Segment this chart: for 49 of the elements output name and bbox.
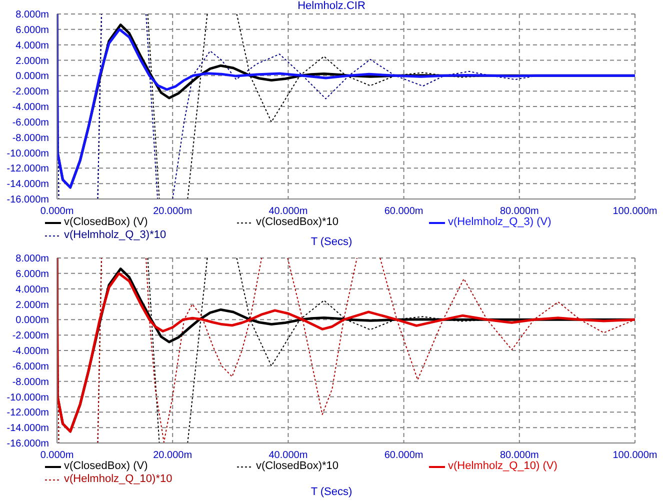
legend-label: v(ClosedBox) (V) [63, 460, 149, 473]
y-tick-label: -14.000m [6, 423, 49, 434]
legend-label: v(Helmholz_Q_3)*10 [63, 229, 168, 242]
y-tick-label: 4.000m [16, 284, 49, 296]
y-tick-label: -10.000m [6, 392, 49, 404]
y-tick-label: 2.000m [16, 300, 49, 311]
x-tick-label: 40.000m [268, 206, 308, 218]
x-axis-title: T (Secs) [310, 236, 352, 248]
legend-label: v(Helmholz_Q_3) (V) [447, 216, 552, 229]
y-tick-label: 4.000m [16, 40, 49, 52]
y-tick-label: 8.000m [16, 10, 49, 21]
y-tick-label: 6.000m [16, 24, 49, 36]
y-tick-label: 0.000m [16, 315, 49, 326]
y-tick-label: -10.000m [6, 148, 49, 160]
x-tick-label: 100.000m [612, 450, 658, 462]
y-tick-label: 8.000m [16, 254, 49, 265]
x-axis-title: T (Secs) [310, 486, 354, 498]
legend-label: v(ClosedBox)*10 [255, 216, 340, 229]
y-tick-label: 0.000m [16, 71, 49, 82]
x-tick-label: 0.000m [40, 206, 74, 218]
legend-label: v(ClosedBox)*10 [255, 460, 340, 473]
x-tick-label: 0.000m [40, 450, 74, 462]
x-tick-label: 20.000m [153, 206, 192, 218]
y-tick-label: -4.000m [12, 346, 49, 358]
y-tick-label: -14.000m [6, 179, 49, 190]
legend-label: v(Helmholz_Q_10)*10 [63, 473, 174, 486]
y-tick-label: -2.000m [12, 86, 49, 98]
y-tick-label: -16.000m [6, 438, 49, 450]
y-tick-label: -12.000m [6, 164, 49, 175]
y-tick-label: 2.000m [16, 56, 49, 67]
x-tick-label: 20.000m [153, 450, 192, 462]
y-tick-label: 6.000m [16, 268, 49, 280]
y-tick-label: -12.000m [6, 408, 49, 419]
y-tick-label: -2.000m [12, 330, 49, 342]
legend-label: v(ClosedBox) (V) [63, 216, 149, 229]
chart-title: Helmholz.CIR [298, 0, 366, 12]
y-tick-label: -16.000m [6, 194, 49, 206]
y-tick-label: -6.000m [12, 361, 49, 372]
x-tick-label: 80.000m [500, 206, 539, 218]
x-tick-label: 40.000m [268, 450, 308, 462]
y-tick-label: -8.000m [12, 132, 49, 144]
y-tick-label: -6.000m [12, 117, 49, 128]
x-tick-label: 100.000m [612, 206, 658, 218]
x-tick-label: 60.000m [384, 450, 424, 462]
y-tick-label: -4.000m [12, 102, 49, 114]
legend-label: v(Helmholz_Q_10) (V) [447, 460, 558, 473]
y-tick-label: -8.000m [12, 376, 49, 388]
x-tick-label: 60.000m [384, 206, 424, 218]
x-tick-label: 80.000m [500, 450, 539, 462]
